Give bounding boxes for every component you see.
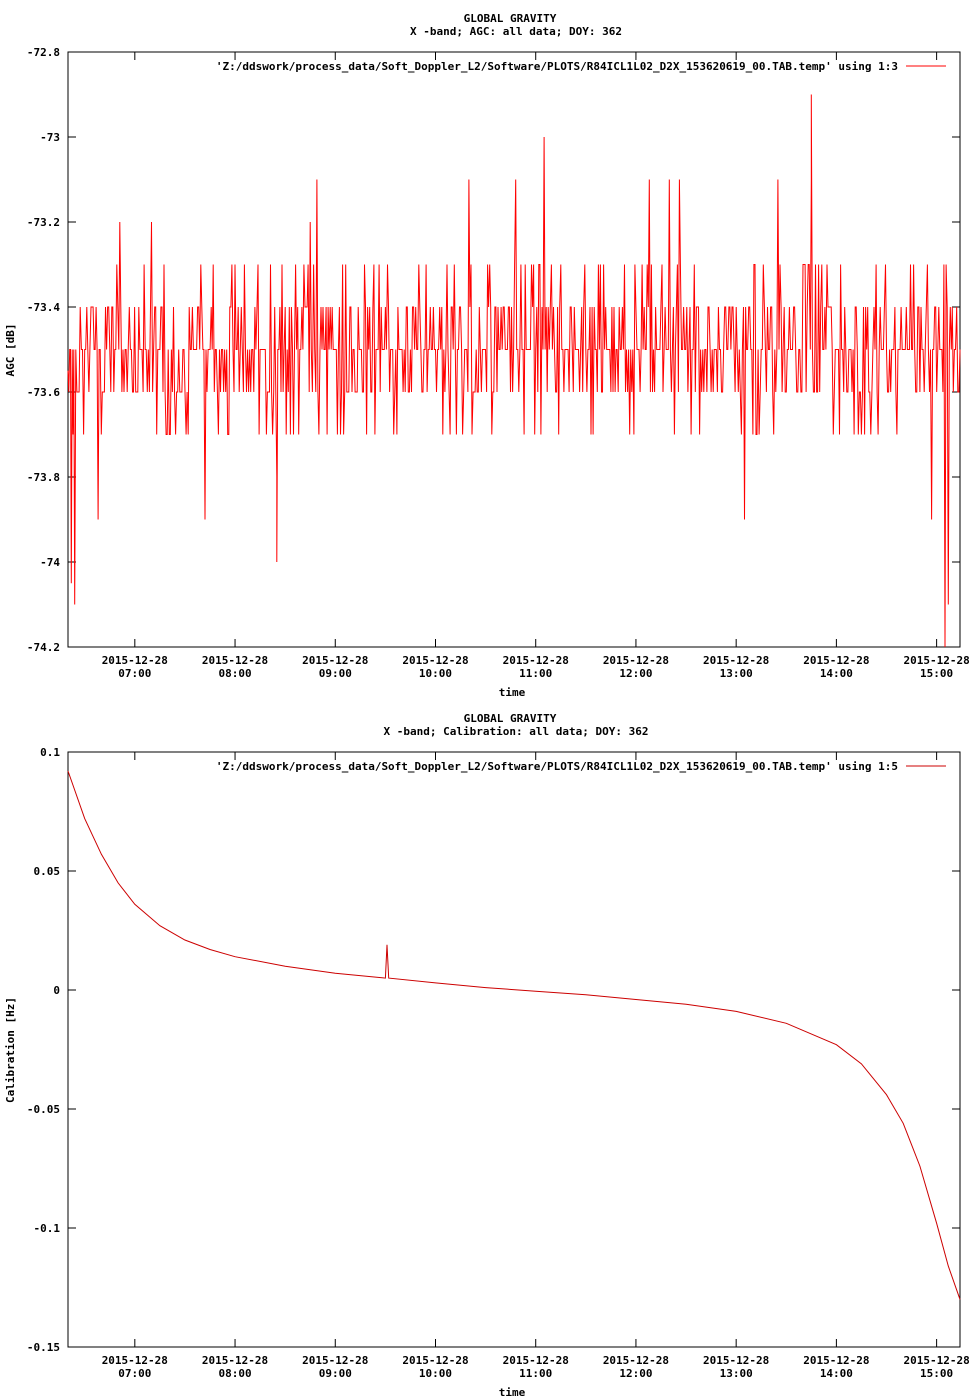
agc-y-tick-label: -73.8 — [27, 471, 60, 484]
calibration-x-tick-date: 2015-12-28 — [202, 1354, 268, 1367]
calibration-x-tick-time: 07:00 — [118, 1367, 151, 1380]
calibration-x-ticks: 2015-12-2807:002015-12-2808:002015-12-28… — [102, 752, 970, 1380]
calibration-y-tick-label: -0.05 — [27, 1103, 60, 1116]
agc-x-tick-time: 08:00 — [218, 667, 251, 680]
calibration-x-axis-label: time — [499, 1386, 526, 1399]
agc-y-tick-label: -74 — [40, 556, 60, 569]
calibration-legend-label: 'Z:/ddswork/process_data/Soft_Doppler_L2… — [216, 760, 898, 773]
calibration-y-tick-label: -0.1 — [34, 1222, 61, 1235]
calibration-x-tick-time: 14:00 — [820, 1367, 853, 1380]
agc-x-tick-time: 14:00 — [820, 667, 853, 680]
agc-x-tick-date: 2015-12-28 — [503, 654, 569, 667]
agc-x-tick-date: 2015-12-28 — [302, 654, 368, 667]
calibration-x-tick-time: 10:00 — [419, 1367, 452, 1380]
calibration-plot-frame — [67, 751, 961, 1348]
agc-y-tick-label: -74.2 — [27, 641, 60, 654]
agc-y-ticks: -72.8 -73 -73.2 -73.4 -73.6 -73.8 -74 -74.2 — [27, 46, 960, 654]
calibration-y-ticks: 0.1 0.05 0 -0.05 -0.1 -0.15 — [27, 746, 960, 1354]
agc-x-tick-time: 11:00 — [519, 667, 552, 680]
agc-y-tick-label: -73.2 — [27, 216, 60, 229]
calibration-x-tick-time: 11:00 — [519, 1367, 552, 1380]
agc-legend-label: 'Z:/ddswork/process_data/Soft_Doppler_L2… — [216, 60, 898, 73]
agc-y-tick-label: -73.4 — [27, 301, 60, 314]
calibration-x-tick-time: 13:00 — [720, 1367, 753, 1380]
agc-y-axis-label: AGC [dB] — [4, 324, 17, 377]
calibration-y-axis-label: Calibration [Hz] — [4, 997, 17, 1103]
calibration-x-tick-time: 09:00 — [319, 1367, 352, 1380]
calibration-x-tick-date: 2015-12-28 — [703, 1354, 769, 1367]
agc-series-line — [67, 94, 961, 648]
calibration-y-tick-label: 0 — [53, 984, 60, 997]
agc-x-tick-date: 2015-12-28 — [202, 654, 268, 667]
agc-x-tick-time: 09:00 — [319, 667, 352, 680]
calibration-x-tick-date: 2015-12-28 — [803, 1354, 869, 1367]
agc-x-tick-date: 2015-12-28 — [102, 654, 168, 667]
agc-x-tick-time: 07:00 — [118, 667, 151, 680]
agc-chart-title: GLOBAL GRAVITY — [464, 12, 557, 25]
agc-x-tick-date: 2015-12-28 — [603, 654, 669, 667]
agc-x-tick-date: 2015-12-28 — [903, 654, 969, 667]
calibration-x-tick-date: 2015-12-28 — [903, 1354, 969, 1367]
agc-x-tick-date: 2015-12-28 — [703, 654, 769, 667]
agc-x-tick-time: 12:00 — [619, 667, 652, 680]
calibration-x-tick-time: 15:00 — [920, 1367, 953, 1380]
calibration-y-tick-label: 0.1 — [40, 746, 60, 759]
agc-chart-subtitle: X -band; AGC: all data; DOY: 362 — [410, 25, 622, 38]
agc-y-tick-label: -73 — [40, 131, 60, 144]
calibration-x-tick-date: 2015-12-28 — [603, 1354, 669, 1367]
agc-chart: GLOBAL GRAVITY X -band; AGC: all data; D… — [4, 12, 970, 699]
calibration-y-tick-label: -0.15 — [27, 1341, 60, 1354]
calibration-chart: GLOBAL GRAVITY X -band; Calibration: all… — [4, 712, 970, 1399]
agc-x-ticks: 2015-12-2807:002015-12-2808:002015-12-28… — [102, 52, 970, 680]
agc-x-tick-time: 13:00 — [720, 667, 753, 680]
calibration-x-tick-time: 12:00 — [619, 1367, 652, 1380]
calibration-x-tick-date: 2015-12-28 — [503, 1354, 569, 1367]
agc-x-axis-label: time — [499, 686, 526, 699]
calibration-y-tick-label: 0.05 — [34, 865, 61, 878]
agc-x-tick-date: 2015-12-28 — [803, 654, 869, 667]
calibration-series-line — [67, 770, 961, 1300]
agc-y-tick-label: -72.8 — [27, 46, 60, 59]
calibration-chart-subtitle: X -band; Calibration: all data; DOY: 362 — [384, 725, 649, 738]
calibration-x-tick-date: 2015-12-28 — [402, 1354, 468, 1367]
agc-x-tick-time: 10:00 — [419, 667, 452, 680]
calibration-x-tick-time: 08:00 — [218, 1367, 251, 1380]
agc-series — [67, 94, 961, 648]
agc-x-tick-date: 2015-12-28 — [402, 654, 468, 667]
calibration-x-tick-date: 2015-12-28 — [302, 1354, 368, 1367]
agc-x-tick-time: 15:00 — [920, 667, 953, 680]
calibration-series — [67, 770, 961, 1300]
agc-y-tick-label: -73.6 — [27, 386, 60, 399]
calibration-x-tick-date: 2015-12-28 — [102, 1354, 168, 1367]
calibration-chart-title: GLOBAL GRAVITY — [464, 712, 557, 725]
